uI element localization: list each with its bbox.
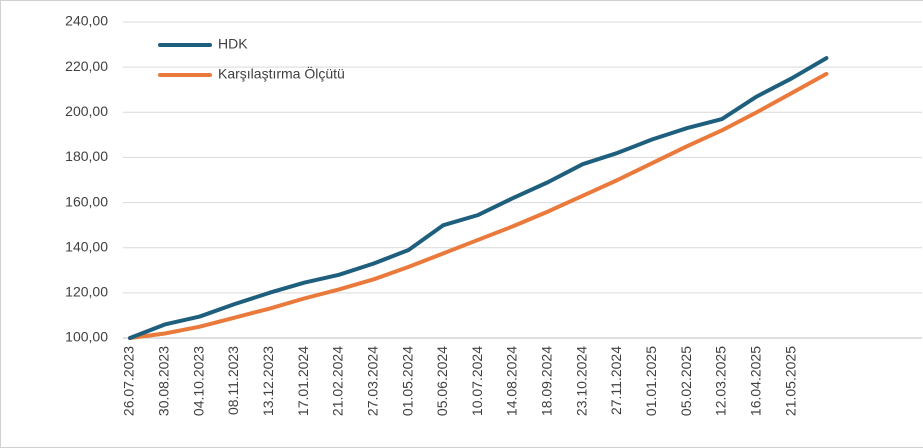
y-tick-label: 140,00 — [65, 238, 108, 254]
series-line — [128, 56, 829, 340]
x-tick-label: 27.11.2024 — [608, 346, 624, 415]
x-tick-label: 14.08.2024 — [504, 346, 520, 416]
y-tick-label: 120,00 — [65, 284, 108, 300]
x-tick-label: 21.05.2025 — [782, 346, 798, 416]
x-tick-label: 01.05.2024 — [399, 346, 415, 416]
legend-label: HDK — [218, 36, 248, 52]
x-tick-label: 12.03.2025 — [713, 346, 729, 416]
x-tick-label: 27.03.2024 — [364, 346, 380, 416]
plot-area — [128, 56, 829, 340]
y-tick-label: 220,00 — [65, 58, 108, 74]
y-tick-label: 180,00 — [65, 148, 108, 164]
series-line — [128, 71, 829, 340]
x-tick-label: 05.06.2024 — [434, 346, 450, 416]
x-tick-label: 16.04.2025 — [747, 346, 763, 416]
x-tick-label: 10.07.2024 — [469, 346, 485, 416]
y-tick-label: 160,00 — [65, 193, 108, 209]
x-tick-label: 17.01.2024 — [295, 346, 311, 416]
x-tick-label: 13.12.2023 — [260, 346, 276, 416]
y-tick-label: 240,00 — [65, 13, 108, 29]
x-tick-label: 26.07.2023 — [121, 346, 137, 416]
x-tick-label: 08.11.2023 — [225, 346, 241, 415]
x-tick-label: 05.02.2025 — [678, 346, 694, 416]
legend-label: Karşılaştırma Ölçütü — [218, 65, 345, 82]
x-tick-label: 18.09.2024 — [539, 346, 555, 416]
y-tick-label: 200,00 — [65, 103, 108, 119]
x-tick-label: 01.01.2025 — [643, 346, 659, 416]
x-tick-label: 21.02.2024 — [330, 346, 346, 416]
x-tick-label: 04.10.2023 — [190, 346, 206, 416]
x-tick-label: 30.08.2023 — [156, 346, 172, 416]
x-tick-label: 23.10.2024 — [573, 346, 589, 416]
y-tick-label: 100,00 — [65, 329, 108, 345]
